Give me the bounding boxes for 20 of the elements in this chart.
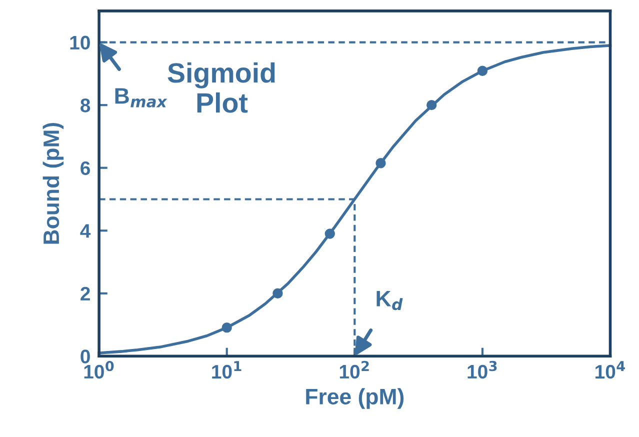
point [272,288,283,298]
point [477,66,488,76]
x-tick-label: 10$^{3}$ [468,360,497,379]
annotation: Sigmoid Plot [168,62,275,113]
point [376,158,386,168]
x-axis-title: Free (pM) [306,388,404,409]
y-tick-label: 10 [70,36,90,50]
point [426,100,437,110]
point [324,228,335,239]
x-tick-label: 10$^{4}$ [596,361,625,379]
x-tick-label: 10$^{1}$ [212,361,242,379]
y-tick-label: 2 [80,286,90,300]
annotation: B$_{max}$ [115,88,168,108]
point [222,322,232,333]
y-tick-label: 6 [80,161,90,176]
y-tick-label: 4 [80,224,91,238]
y-axis-title: Bound (pM) [42,122,64,244]
annotation: K$_{d}$ [376,291,403,310]
y-tick-label: 8 [80,98,90,112]
x-tick-label: 10$^{2}$ [340,360,369,379]
